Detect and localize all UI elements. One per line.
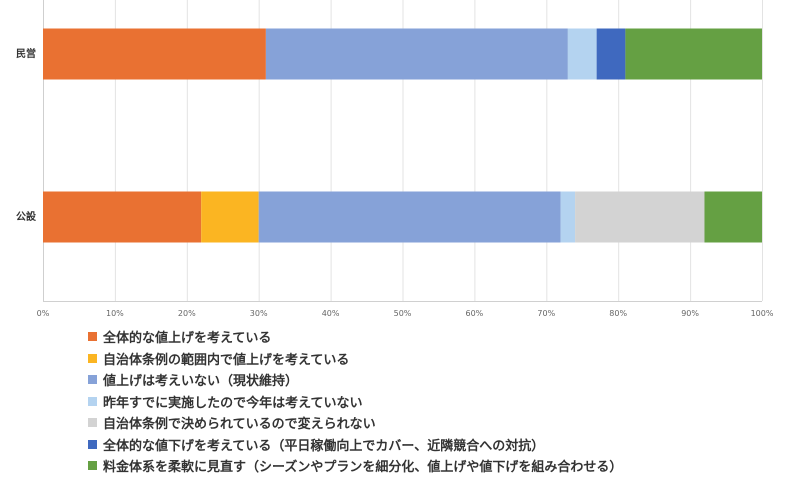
bar-segment bbox=[704, 191, 762, 243]
x-tick-label: 60% bbox=[466, 309, 484, 318]
stacked-bar-chart: 0% 10% 20% 30% 40% 50% 60% 70% 80% 90% 100% 民営公設 bbox=[16, 0, 774, 318]
bar-segment bbox=[567, 28, 597, 80]
chart-legend: 全体的な値上げを考えている自治体条例の範囲内で値上げを考えている 値上げは考えいな… bbox=[88, 326, 622, 477]
bar-segment bbox=[43, 191, 202, 243]
legend-label: 昨年すでに実施したので今年は考えていない bbox=[103, 395, 363, 411]
bar-segment bbox=[43, 28, 266, 80]
x-tick-label: 80% bbox=[609, 309, 627, 318]
legend-item: 全体的な値上げを考えている bbox=[88, 326, 622, 348]
legend-label: 自治体条例の範囲内で値上げを考えている bbox=[103, 352, 350, 368]
x-tick-label: 100% bbox=[751, 309, 774, 318]
legend-item: 値上げは考えいない（現状維持） bbox=[88, 369, 622, 391]
legend-item: 自治体条例の範囲内で値上げを考えている bbox=[88, 348, 622, 370]
x-tick-label: 50% bbox=[394, 309, 412, 318]
x-tick-label: 0% bbox=[37, 309, 50, 318]
x-tick-label: 10% bbox=[106, 309, 124, 318]
x-tick-label: 90% bbox=[681, 309, 699, 318]
bar-segment bbox=[258, 191, 561, 243]
bar-segment bbox=[625, 28, 762, 80]
x-tick-label: 40% bbox=[322, 309, 340, 318]
bar-segment bbox=[575, 191, 705, 243]
legend-swatch bbox=[88, 439, 97, 449]
legend-item: 自治体条例で決められているので変えられない bbox=[88, 412, 622, 434]
legend-swatch bbox=[88, 332, 97, 342]
legend-label: 値上げは考えいない（現状維持） bbox=[103, 374, 299, 390]
bar-segment bbox=[560, 191, 576, 243]
category-label: 公設 bbox=[16, 210, 37, 223]
category-label: 民営 bbox=[16, 47, 36, 60]
x-tick-label: 30% bbox=[250, 309, 268, 318]
legend-item: 料金体系を柔軟に見直す（シーズンやプランを細分化、値上げや値下げを組み合わせる） bbox=[88, 455, 622, 477]
bar-segment bbox=[265, 28, 568, 80]
legend-swatch bbox=[88, 375, 97, 385]
legend-swatch bbox=[88, 418, 97, 428]
legend-swatch bbox=[88, 461, 97, 471]
bar-segment bbox=[596, 28, 626, 80]
legend-label: 自治体条例で決められているので変えられない bbox=[103, 417, 376, 433]
x-tick-label: 70% bbox=[537, 309, 555, 318]
legend-swatch bbox=[88, 353, 97, 363]
legend-item: 昨年すでに実施したので今年は考えていない bbox=[88, 391, 622, 413]
legend-swatch bbox=[88, 396, 97, 406]
legend-label: 全体的な値下げを考えている（平日稼働向上でカバー、近隣競合への対抗） bbox=[103, 438, 545, 454]
legend-label: 全体的な値上げを考えている bbox=[103, 331, 272, 347]
legend-label: 料金体系を柔軟に見直す（シーズンやプランを細分化、値上げや値下げを組み合わせる） bbox=[103, 460, 623, 476]
bar-segment bbox=[201, 191, 259, 243]
x-tick-label: 20% bbox=[178, 309, 196, 318]
legend-item: 全体的な値下げを考えている（平日稼働向上でカバー、近隣競合への対抗） bbox=[88, 434, 622, 456]
